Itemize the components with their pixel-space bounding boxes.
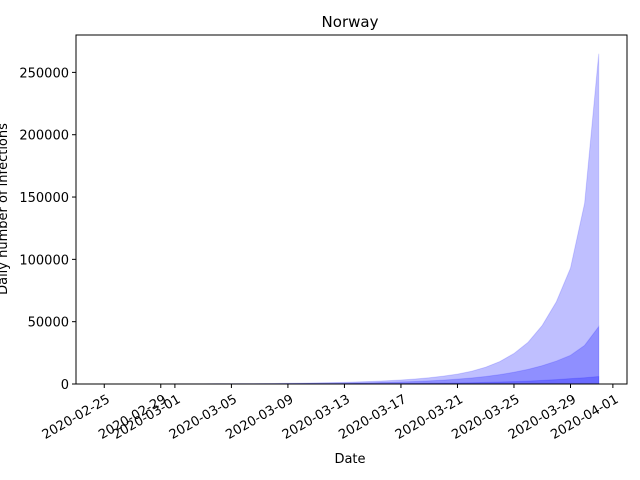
y-tick-label: 50000 — [28, 316, 69, 331]
chart-title: Norway — [322, 13, 379, 31]
x-axis-label: Date — [334, 452, 365, 467]
y-axis: 0 50000 100000 150000 200000 250000 — [19, 66, 76, 393]
y-tick-label: 250000 — [19, 66, 69, 81]
series-bands — [117, 53, 600, 385]
y-tick-label: 150000 — [19, 191, 69, 206]
series-band-1 — [117, 53, 600, 385]
y-axis-label: Daily number of infections — [0, 123, 11, 295]
x-axis: 2020-02-252020-02-292020-03-012020-03-05… — [40, 384, 621, 443]
y-tick-label: 100000 — [19, 253, 69, 268]
plot-frame — [75, 34, 628, 385]
y-tick-label: 200000 — [19, 129, 69, 144]
y-tick-label: 0 — [61, 378, 69, 393]
